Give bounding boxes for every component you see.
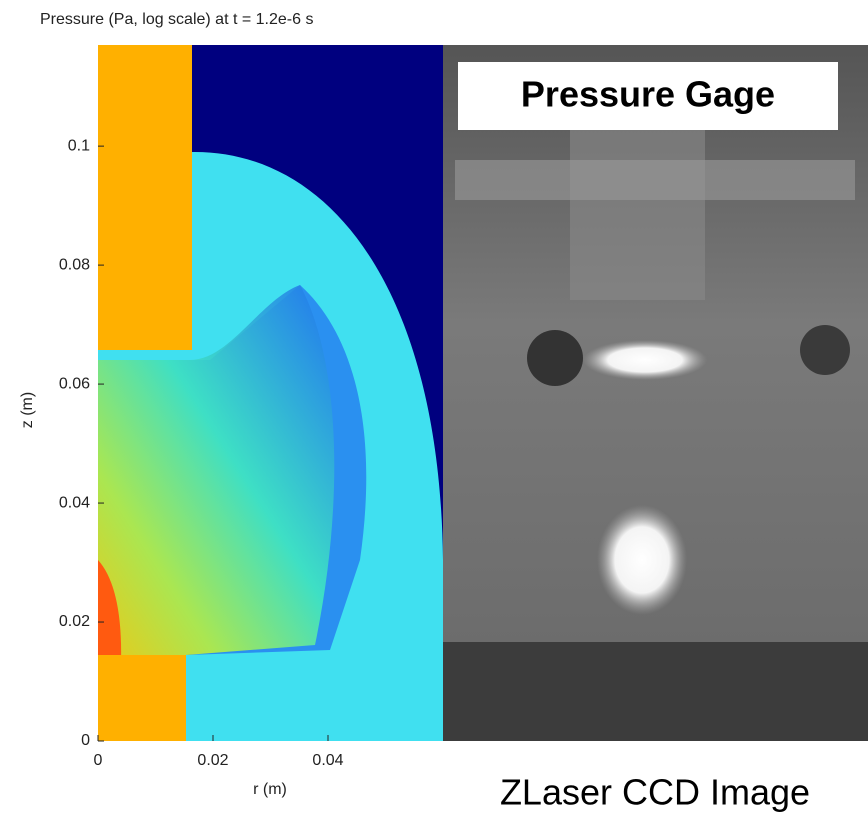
simulation-image	[98, 45, 443, 741]
y-tick-label: 0.08	[59, 256, 90, 273]
y-tick-label: 0.1	[68, 137, 90, 154]
y-axis-label: z (m)	[19, 392, 36, 428]
x-tick-label: 0	[94, 752, 103, 769]
x-tick-label: 0.02	[197, 752, 228, 769]
photo: Pressure Gage	[443, 45, 868, 741]
figure: Pressure (Pa, log scale) at t = 1.2e-6 s…	[0, 0, 868, 813]
y-tick-label: 0.06	[59, 375, 90, 392]
photo-caption: ZLaser CCD Image	[500, 772, 810, 813]
y-tick-label: 0.04	[59, 494, 90, 511]
y-tick-label: 0.02	[59, 613, 90, 630]
x-tick-label: 0.04	[312, 752, 343, 769]
x-axis-label: r (m)	[253, 781, 287, 798]
photo-title: Pressure Gage	[521, 74, 775, 115]
chart-title: Pressure (Pa, log scale) at t = 1.2e-6 s	[40, 11, 313, 28]
y-tick-label: 0	[81, 732, 90, 749]
